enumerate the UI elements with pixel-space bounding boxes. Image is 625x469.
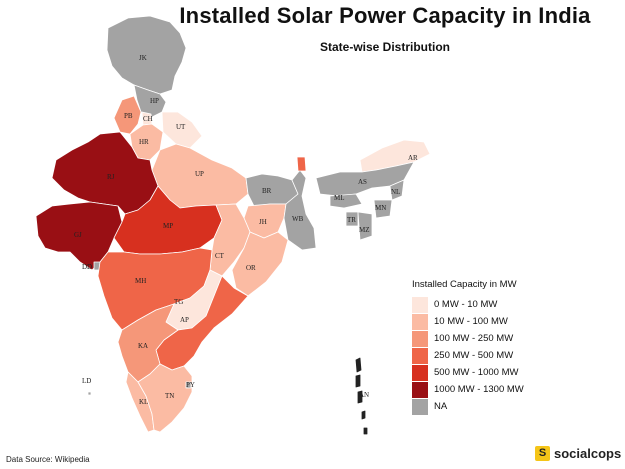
label-WB: WB [292, 215, 304, 223]
label-GJ: GJ [74, 231, 82, 239]
state-LD[interactable] [87, 391, 92, 396]
label-JK: JK [139, 54, 147, 62]
label-HP: HP [150, 97, 159, 105]
label-ML: ML [334, 194, 345, 202]
state-JK[interactable] [106, 15, 187, 95]
label-UT: UT [176, 123, 186, 131]
legend-label: 250 MW - 500 MW [434, 350, 514, 361]
map-title: Installed Solar Power Capacity in India [179, 3, 591, 28]
legend-label: 500 MW - 1000 MW [434, 367, 519, 378]
legend-swatch [412, 313, 428, 330]
state-TN[interactable] [137, 363, 193, 433]
legend: Installed Capacity in MW 0 MW - 10 MW 10… [412, 279, 582, 415]
state-TR[interactable] [345, 211, 359, 227]
data-source: Data Source: Wikipedia [6, 455, 90, 464]
legend-label: 100 MW - 250 MW [434, 333, 514, 344]
legend-swatch [412, 381, 428, 398]
label-LD: LD [82, 377, 91, 385]
state-WB[interactable] [283, 169, 317, 251]
label-JH: JH [259, 218, 267, 226]
legend-swatch [412, 330, 428, 347]
label-NL: NL [391, 188, 400, 196]
label-AN: AN [359, 391, 369, 399]
brand-logo[interactable]: S socialcops [535, 446, 621, 461]
label-PY: PY [186, 381, 195, 389]
label-AP: AP [180, 316, 189, 324]
label-UP: UP [195, 170, 204, 178]
state-ML[interactable] [329, 193, 363, 209]
label-AR: AR [408, 154, 418, 162]
legend-swatch [412, 398, 428, 415]
state-UT[interactable] [161, 111, 203, 149]
legend-item: 10 MW - 100 MW [412, 313, 582, 330]
label-KL: KL [139, 398, 148, 406]
legend-label: 0 MW - 10 MW [434, 299, 498, 310]
legend-label: 1000 MW - 1300 MW [434, 384, 524, 395]
brand-name: socialcops [554, 446, 622, 461]
label-MZ: MZ [359, 226, 370, 234]
state-AN[interactable] [355, 357, 368, 435]
label-TR: TR [347, 216, 356, 224]
state-OR[interactable] [231, 231, 289, 297]
state-PB[interactable] [113, 95, 142, 135]
state-MN[interactable] [373, 199, 393, 219]
label-TN: TN [165, 392, 174, 400]
legend-label: NA [434, 401, 448, 412]
legend-item: 1000 MW - 1300 MW [412, 381, 582, 398]
label-CT: CT [215, 252, 225, 260]
state-SK[interactable] [296, 156, 307, 172]
label-OR: OR [246, 264, 256, 272]
map-subtitle: State-wise Distribution [319, 40, 450, 54]
label-BR: BR [262, 187, 272, 195]
label-AS: AS [358, 178, 367, 186]
label-MH: MH [135, 277, 146, 285]
label-KA: KA [138, 342, 148, 350]
legend-item: 0 MW - 10 MW [412, 296, 582, 313]
socialcops-logo-icon: S [535, 446, 550, 461]
label-MN: MN [375, 204, 386, 212]
legend-item: 500 MW - 1000 MW [412, 364, 582, 381]
state-KA[interactable] [117, 303, 179, 383]
legend-item: 250 MW - 500 MW [412, 347, 582, 364]
state-labels: JK HP PB CH UT HR RJ UP BR MP GJ DD WB J… [74, 54, 418, 406]
legend-swatch [412, 347, 428, 364]
legend-swatch [412, 296, 428, 313]
legend-title: Installed Capacity in MW [412, 279, 517, 290]
legend-swatch [412, 364, 428, 381]
state-NL[interactable] [389, 179, 405, 201]
state-RJ[interactable] [51, 131, 159, 215]
state-CT[interactable] [209, 203, 251, 277]
label-RJ: RJ [107, 173, 115, 181]
label-PB: PB [124, 112, 133, 120]
legend-label: 10 MW - 100 MW [434, 316, 508, 327]
label-DD: DD [82, 263, 92, 271]
label-MP: MP [163, 222, 173, 230]
legend-item: NA [412, 398, 582, 415]
label-HR: HR [139, 138, 149, 146]
label-CH: CH [143, 115, 153, 123]
legend-item: 100 MW - 250 MW [412, 330, 582, 347]
label-TG: TG [174, 298, 183, 306]
state-PY[interactable] [185, 381, 192, 389]
state-MZ[interactable] [357, 211, 373, 241]
